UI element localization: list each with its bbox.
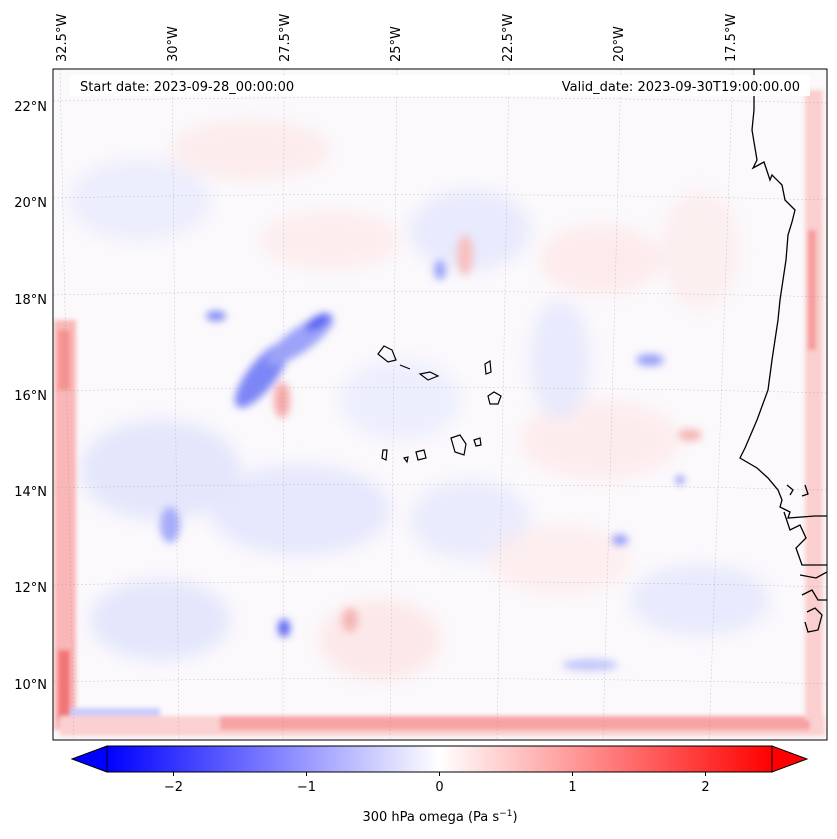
lon-label: 20°W <box>612 26 627 62</box>
colorbar-tick-label: −1 <box>297 780 316 795</box>
colorbar-tick-label: 0 <box>435 780 443 795</box>
colorbar-title: 300 hPa omega (Pa s−1) <box>362 809 517 825</box>
colorbar-tick-label: 1 <box>568 780 576 795</box>
lat-label: 16°N <box>14 389 47 404</box>
lon-label: 32.5°W <box>55 14 70 62</box>
coastline <box>739 69 827 633</box>
lon-label: 25°W <box>389 26 404 62</box>
lat-label: 10°N <box>14 678 47 693</box>
valid-date: Valid_date: 2023-09-30T19:00:00.00 <box>562 80 800 95</box>
lat-label: 12°N <box>14 581 47 596</box>
omega-field <box>70 120 770 680</box>
lon-label: 30°W <box>166 26 181 62</box>
map-area <box>53 69 827 740</box>
lat-label: 20°N <box>14 196 47 211</box>
longitude-labels: 32.5°W 30°W 27.5°W 25°W 22.5°W 20°W 17.5… <box>55 14 739 62</box>
lon-label: 17.5°W <box>724 14 739 62</box>
colorbar-title-main: 300 hPa omega (Pa s <box>362 810 499 825</box>
latitude-labels: 22°N 20°N 18°N 16°N 14°N 12°N 10°N <box>14 100 47 693</box>
colorbar-ticks: −2 −1 0 1 2 <box>164 772 710 795</box>
colorbar-title-exponent: −1 <box>499 809 512 819</box>
colorbar: −2 −1 0 1 2 300 hPa omega (Pa s−1) <box>70 745 809 825</box>
start-date: Start date: 2023-09-28_00:00:00 <box>80 80 294 95</box>
cape-verde-islands <box>377 345 502 464</box>
africa-coastline-south <box>783 511 827 633</box>
lat-label: 14°N <box>14 485 47 500</box>
lon-label: 22.5°W <box>501 14 516 62</box>
colorbar-tick-label: 2 <box>701 780 709 795</box>
colorbar-min-extend <box>70 745 108 773</box>
colorbar-tick-label: −2 <box>164 780 183 795</box>
lon-label: 27.5°W <box>278 14 293 62</box>
colorbar-gradient <box>106 745 773 773</box>
date-banner <box>70 75 810 96</box>
colorbar-title-end: ) <box>512 810 517 825</box>
map-frame <box>52 68 828 741</box>
lat-label: 22°N <box>14 100 47 115</box>
lat-label: 18°N <box>14 293 47 308</box>
colorbar-max-extend <box>771 745 809 773</box>
africa-coastline <box>739 69 827 519</box>
